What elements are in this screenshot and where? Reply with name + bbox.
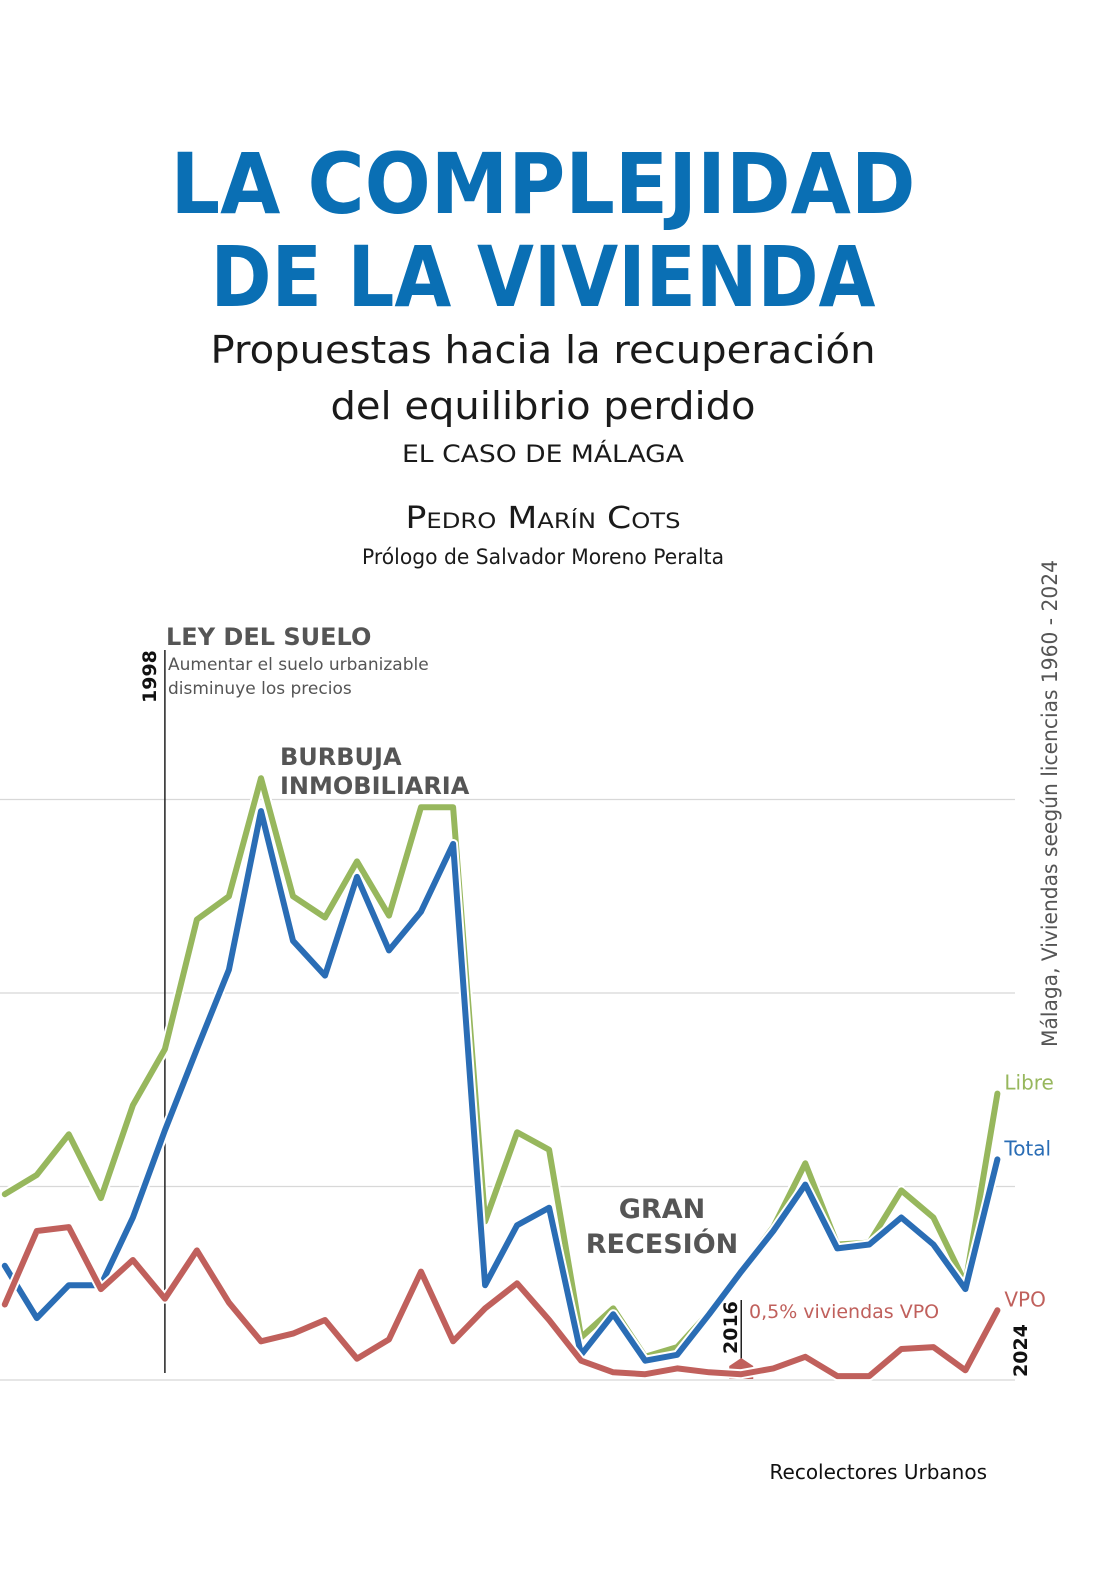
annotation: Aumentar el suelo urbanizable	[168, 655, 429, 675]
annotation: BURBUJA	[280, 743, 402, 771]
chart-title: Málaga, Viviendas seegún licencias 1960 …	[1038, 560, 1062, 1047]
marker-label: 2016	[720, 1301, 742, 1354]
annotation: RECESIÓN	[586, 1228, 739, 1260]
series-line	[1, 808, 1001, 1364]
annotation: LEY DEL SUELO	[166, 623, 371, 651]
series-line	[1, 1224, 1001, 1380]
marker-label: 1998	[139, 650, 161, 703]
end-label: 2024	[1010, 1324, 1032, 1377]
prologue: Prólogo de Salvador Moreno Peralta	[362, 545, 724, 569]
subtitle-line: del equilibrio perdido	[331, 384, 756, 428]
case-label: EL CASO DE MÁLAGA	[402, 439, 685, 468]
subtitle-line: Propuestas hacia la recuperación	[211, 328, 876, 372]
title-line: DE LA VIVIENDA	[211, 228, 876, 326]
series-line	[1, 775, 1001, 1360]
annotation: GRAN	[619, 1194, 705, 1225]
annotation: INMOBILIARIA	[280, 772, 470, 800]
publisher: Recolectores Urbanos	[770, 1460, 987, 1484]
legend-label: VPO	[1004, 1287, 1045, 1311]
legend-label: Total	[1003, 1136, 1051, 1160]
legend-label: Libre	[1004, 1071, 1053, 1095]
author: Pedro Marín Cots	[406, 501, 681, 536]
title-line: LA COMPLEJIDAD	[171, 135, 916, 233]
annotation: 0,5% viviendas VPO	[749, 1301, 939, 1323]
chart: Málaga, Viviendas seegún licencias 1960 …	[0, 560, 1062, 1382]
annotation: disminuye los precios	[168, 679, 352, 699]
